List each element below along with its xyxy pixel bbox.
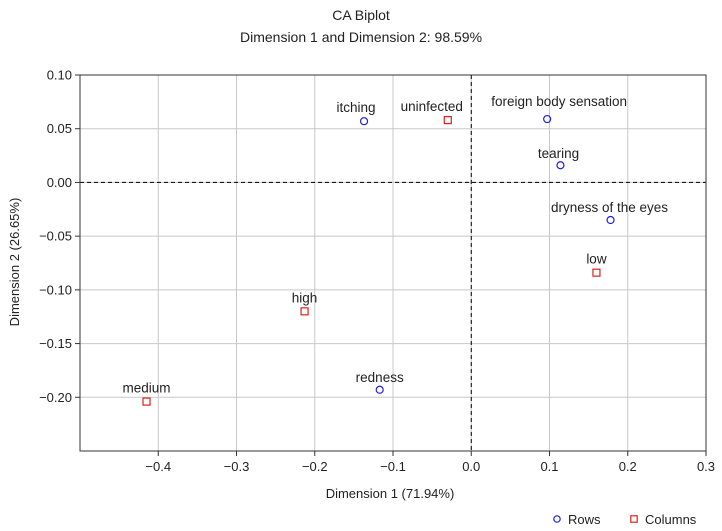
point-label-high: high xyxy=(292,290,318,305)
point-foreign-body-sensation xyxy=(543,114,552,124)
legend-columns-label: Columns xyxy=(645,512,697,527)
x-tick-label: 0.0 xyxy=(462,459,480,474)
y-tick-label: −0.20 xyxy=(39,390,72,405)
point-label-uninfected: uninfected xyxy=(401,99,463,114)
y-tick-label: 0.00 xyxy=(47,175,72,190)
point-redness xyxy=(375,385,384,394)
point-label-itching: itching xyxy=(337,100,376,115)
grid-lines xyxy=(80,74,707,451)
y-tick-label: −0.10 xyxy=(39,282,72,297)
legend-rows-marker xyxy=(553,515,561,523)
data-points: itching foreign body sensation tearing dryn… xyxy=(123,94,668,406)
y-tick-label: 0.05 xyxy=(47,121,72,136)
x-tick-label: −0.4 xyxy=(145,459,171,474)
y-tick-label: −0.15 xyxy=(39,336,72,351)
x-tick-label: 0.1 xyxy=(540,459,558,474)
legend: Rows Columns xyxy=(553,512,697,527)
x-axis-label: Dimension 1 (71.94%) xyxy=(326,486,455,501)
point-uninfected xyxy=(443,116,452,125)
point-itching xyxy=(359,117,369,126)
point-label-tearing: tearing xyxy=(538,146,579,161)
x-tick-label: 0.2 xyxy=(619,459,637,474)
point-label-dryness-of-the-eyes: dryness of the eyes xyxy=(551,200,668,215)
legend-rows-label: Rows xyxy=(568,512,601,527)
chart-title: CA Biplot xyxy=(332,7,390,23)
y-axis-label: Dimension 2 (26.65%) xyxy=(7,198,22,327)
point-medium xyxy=(142,397,151,406)
chart-subtitle: Dimension 1 and Dimension 2: 98.59% xyxy=(240,29,482,45)
y-axis-ticks: 0.10 0.05 0.00 −0.05 −0.10 −0.15 −0.20 xyxy=(39,68,80,405)
x-tick-label: −0.3 xyxy=(224,459,250,474)
y-tick-label: −0.05 xyxy=(39,229,72,244)
x-tick-label: −0.1 xyxy=(380,459,406,474)
reference-lines xyxy=(80,75,706,451)
point-label-low: low xyxy=(586,252,607,267)
x-tick-label: 0.3 xyxy=(697,459,715,474)
x-tick-label: −0.2 xyxy=(302,459,328,474)
y-tick-label: 0.10 xyxy=(47,68,72,83)
point-high xyxy=(300,307,309,316)
point-label-foreign-body-sensation: foreign body sensation xyxy=(491,94,627,109)
point-tearing xyxy=(556,161,565,170)
x-axis-ticks: −0.4 −0.3 −0.2 −0.1 0.0 0.1 0.2 0.3 xyxy=(145,451,715,474)
point-label-medium: medium xyxy=(123,381,171,396)
point-dryness-of-the-eyes xyxy=(606,215,615,225)
legend-columns-marker xyxy=(630,515,638,523)
point-label-redness: redness xyxy=(356,370,404,385)
point-low xyxy=(592,268,601,277)
